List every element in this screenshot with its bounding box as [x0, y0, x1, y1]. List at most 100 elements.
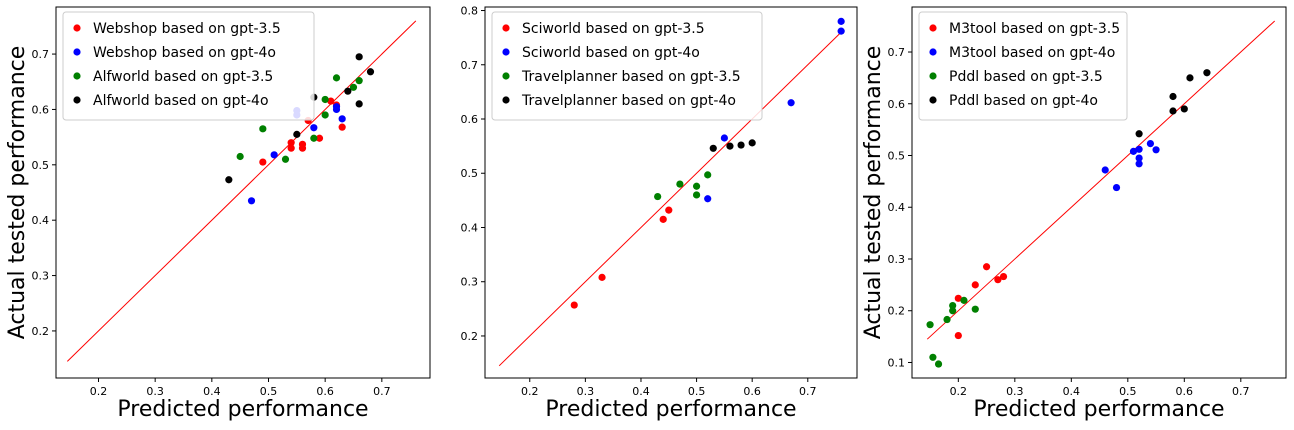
legend-label-4: Travelplanner based on gpt-4o: [521, 93, 736, 109]
point-s2-1: [1101, 166, 1109, 174]
chart-panel-2: 0.2 0.3 0.4 0.5 0.6 0.7 0.2 0.3 0.4 0.5 0.6 0.7 0.8 P…: [461, 5, 858, 422]
legend-label-2: Webshop based on gpt-4o: [93, 45, 276, 61]
y-tick-label-4: 0.4: [888, 201, 906, 214]
x-tick-label-4: 0.5: [1119, 385, 1137, 398]
x-tick-label-5: 0.6: [1176, 385, 1194, 398]
point-s4-6: [1203, 69, 1211, 77]
plot-frame: [55, 6, 431, 379]
chart-panel-3: 0.2 0.3 0.4 0.5 0.6 0.7 0.1 0.2 0.3 0.4 0.5 0.6 0.7 P…: [861, 6, 1287, 422]
point-s3-2: [259, 125, 267, 133]
legend-marker-4: [929, 96, 937, 104]
chart-panel-1: 0.2 0.3 0.4 0.5 0.6 0.7 0.2 0.3 0.4 0.5 0.6 0.7 Pred…: [5, 6, 431, 422]
y-tick-label-6: 0.7: [461, 59, 479, 72]
x-axis-label: Predicted performance: [117, 397, 368, 422]
point-s1-1: [570, 301, 578, 309]
y-tick-label-6: 0.6: [888, 98, 906, 111]
y-tick-label-2: 0.3: [461, 276, 479, 289]
point-s1-1: [259, 158, 267, 166]
point-s3-3: [692, 182, 701, 190]
legend-marker-3: [929, 72, 937, 80]
legend-label-3: Alfworld based on gpt-3.5: [93, 69, 273, 85]
point-s2-8: [1152, 146, 1160, 154]
legend-marker-4: [502, 96, 510, 104]
point-s4-4: [1180, 105, 1188, 113]
point-s2-7: [1146, 140, 1155, 148]
legend-label-3: Travelplanner based on gpt-3.5: [521, 69, 741, 85]
x-tick-label-2: 0.3: [146, 385, 164, 398]
point-s4-1: [1135, 130, 1143, 138]
point-s1-3: [659, 215, 667, 223]
y-tick-label-7: 0.7: [888, 46, 906, 59]
point-s4-5: [1186, 74, 1194, 82]
point-s2-4: [1135, 145, 1143, 153]
legend-label-2: M3tool based on gpt-4o: [949, 45, 1115, 61]
point-s3-7: [960, 296, 968, 304]
legend-label-4: Alfworld based on gpt-4o: [93, 93, 269, 109]
point-s1-10: [338, 123, 346, 131]
point-s4-1: [709, 144, 717, 152]
point-s3-3: [934, 360, 943, 368]
y-tick-label-7: 0.8: [461, 5, 479, 18]
legend-label-2: Sciworld based on gpt-4o: [522, 45, 700, 61]
diagonal-line: [926, 20, 1276, 340]
y-tick-label-6: 0.7: [32, 48, 50, 61]
legend-marker-4: [73, 96, 81, 104]
point-s2-1: [704, 195, 712, 203]
point-s3-1: [654, 192, 662, 201]
point-s3-6: [321, 95, 329, 104]
x-tick-label-1: 0.2: [90, 385, 108, 398]
point-s2-3: [1129, 147, 1138, 155]
x-tick-label-5: 0.6: [316, 385, 334, 398]
point-s4-2: [293, 130, 301, 138]
y-tick-label-3: 0.4: [461, 221, 479, 234]
legend-box: [62, 11, 315, 121]
point-s3-8: [971, 305, 979, 313]
point-s3-2: [676, 180, 684, 188]
legend-marker-1: [502, 24, 510, 32]
point-s2-5: [1135, 154, 1143, 162]
point-s2-2: [720, 134, 728, 142]
y-tick-label-1: 0.2: [32, 325, 50, 338]
point-s4-3: [737, 141, 745, 149]
point-s1-7: [315, 134, 324, 142]
x-tick-label-5: 0.6: [743, 385, 761, 398]
point-s3-5: [704, 171, 712, 179]
point-s3-2: [929, 353, 937, 361]
legend-marker-1: [73, 24, 81, 32]
x-tick-label-1: 0.2: [950, 385, 968, 398]
point-s1-1: [954, 294, 962, 302]
legend-label-3: Pddl based on gpt-3.5: [949, 69, 1103, 85]
point-s2-4: [837, 17, 845, 25]
point-s4-2: [726, 142, 734, 150]
point-s1-2: [287, 139, 295, 147]
point-s1-3: [287, 144, 295, 152]
legend-marker-2: [502, 48, 510, 56]
y-tick-label-1: 0.1: [888, 356, 906, 369]
point-s3-5: [321, 111, 329, 119]
x-tick-label-4: 0.5: [688, 385, 706, 398]
legend-box: [491, 11, 763, 121]
y-tick-label-3: 0.3: [888, 253, 906, 266]
y-tick-label-4: 0.5: [32, 159, 50, 172]
point-s4-2: [1169, 92, 1177, 101]
diagonal-line: [498, 29, 845, 367]
point-s3-4: [943, 315, 951, 324]
point-s2-8: [338, 115, 346, 123]
point-s3-6: [949, 301, 957, 310]
x-tick-label-6: 0.7: [1232, 385, 1250, 398]
point-s1-5: [298, 144, 307, 152]
x-tick-label-3: 0.4: [1063, 385, 1081, 398]
y-tick-label-5: 0.6: [32, 103, 50, 116]
y-tick-label-3: 0.4: [32, 214, 50, 227]
legend-marker-3: [73, 72, 81, 80]
x-axis-label: Predicted performance: [545, 397, 796, 422]
point-s4-3: [1169, 107, 1177, 115]
x-tick-label-3: 0.4: [203, 385, 221, 398]
point-s1-8: [327, 97, 335, 105]
point-s2-6: [1135, 160, 1143, 168]
x-tick-label-3: 0.4: [632, 385, 650, 398]
point-s4-7: [366, 68, 375, 76]
y-tick-label-4: 0.5: [461, 167, 479, 180]
plot-frame: [484, 6, 858, 379]
